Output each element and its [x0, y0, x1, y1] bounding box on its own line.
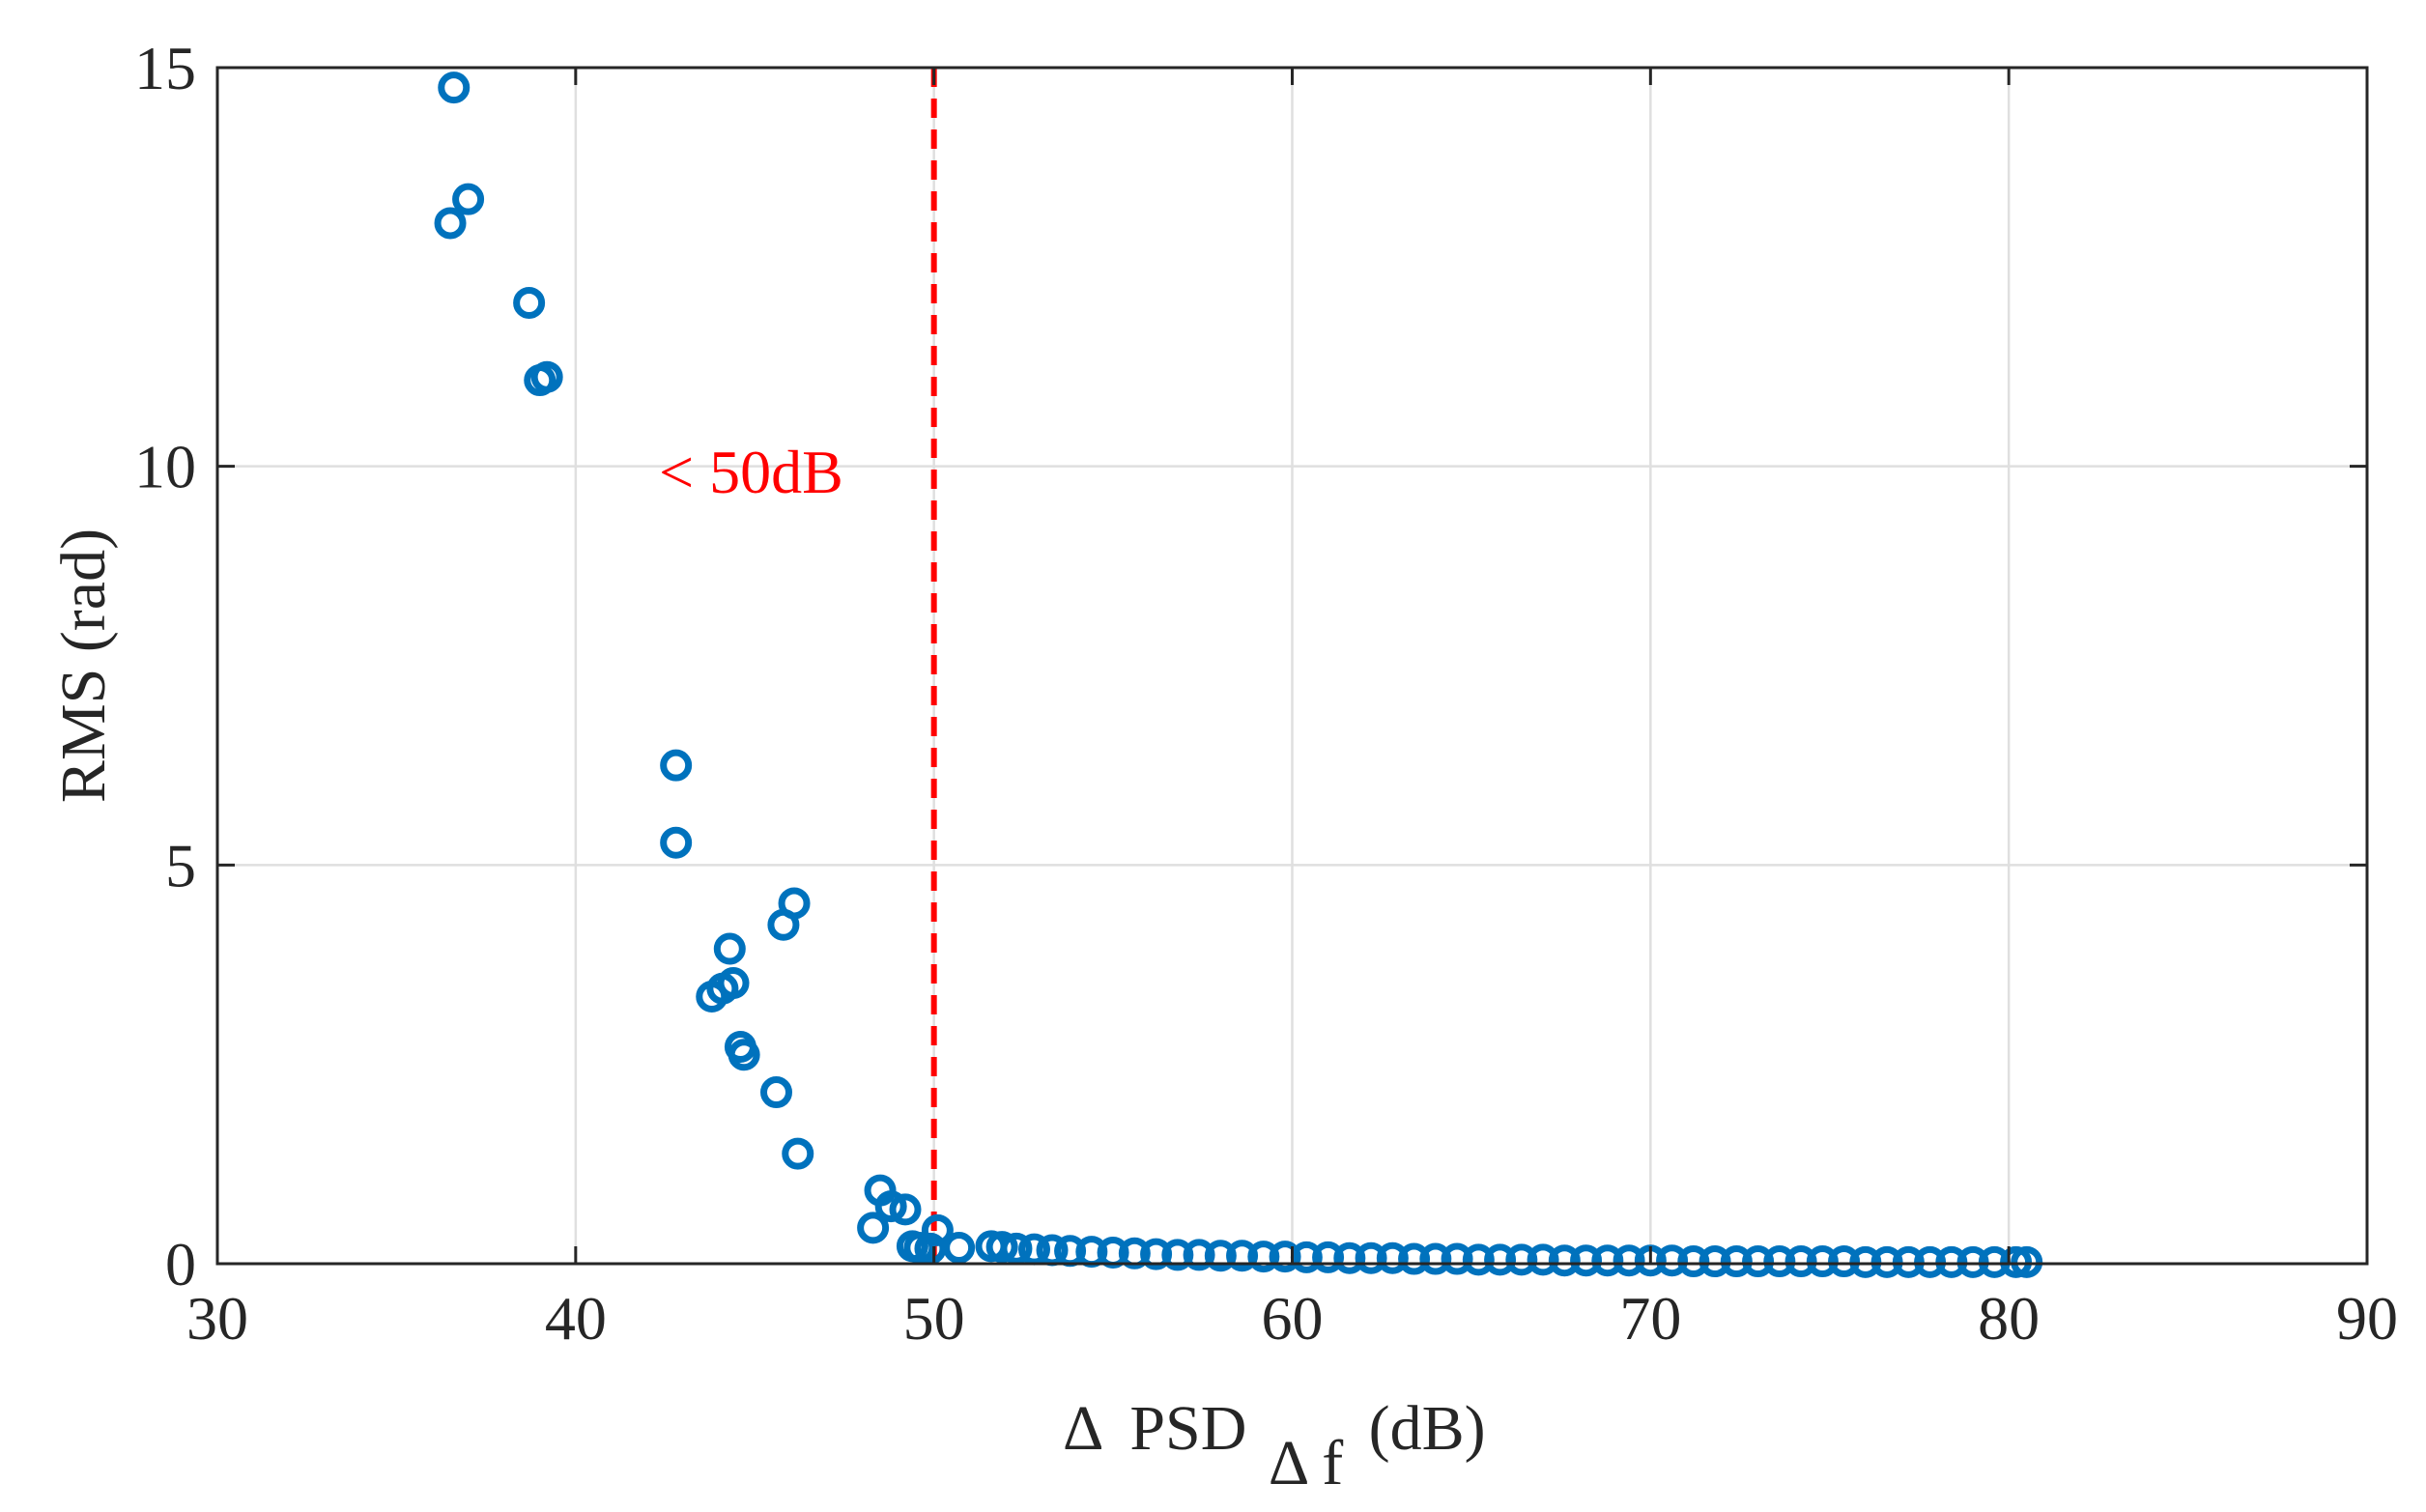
- data-point: [760, 1076, 792, 1109]
- x-tick-label: 40: [545, 1284, 607, 1353]
- threshold-annotation: < 50dB: [659, 438, 843, 506]
- data-point: [438, 71, 471, 104]
- y-tick-label: 5: [165, 831, 196, 899]
- y-tick-label: 10: [134, 433, 196, 501]
- x-tick-label: 90: [2336, 1284, 2398, 1353]
- data-point: [2000, 1245, 2033, 1278]
- data-point: [1784, 1245, 1817, 1278]
- data-points: [434, 71, 2043, 1278]
- data-point: [1956, 1245, 1989, 1278]
- data-point: [767, 908, 800, 941]
- tick-labels: 30 40 50 60 70 80 90 0 5 10 15: [134, 34, 2398, 1353]
- data-point: [1018, 1233, 1050, 1266]
- data-point: [660, 826, 693, 859]
- x-axis-label-delta: Δ: [1063, 1393, 1101, 1464]
- x-axis-label-unit: (dB): [1369, 1393, 1486, 1464]
- y-axis-label: RMS (rad): [48, 528, 119, 803]
- data-point: [1698, 1245, 1731, 1278]
- data-point: [1613, 1244, 1645, 1277]
- data-point: [1161, 1239, 1194, 1271]
- data-point: [874, 1190, 907, 1223]
- y-tick-label: 15: [134, 34, 196, 102]
- data-point: [782, 1137, 814, 1170]
- x-axis-label-main: PSD: [1129, 1393, 1246, 1464]
- data-point: [1204, 1240, 1237, 1272]
- data-point: [1000, 1232, 1033, 1265]
- data-point: [1140, 1238, 1173, 1270]
- x-axis-label: Δ PSD Δ f (dB): [1063, 1393, 1486, 1498]
- x-tick-label: 30: [186, 1284, 248, 1353]
- x-tick-label: 50: [903, 1284, 965, 1353]
- data-point: [1183, 1239, 1215, 1271]
- data-point: [1935, 1245, 1968, 1278]
- data-point: [1269, 1241, 1301, 1273]
- data-point: [513, 286, 546, 319]
- y-tick-label: 0: [165, 1230, 196, 1298]
- data-point: [1355, 1241, 1387, 1274]
- data-point: [696, 981, 728, 1013]
- x-tick-label: 80: [1978, 1284, 2040, 1353]
- data-point: [1398, 1242, 1431, 1275]
- data-point: [889, 1193, 922, 1226]
- data-point: [713, 932, 746, 965]
- data-point: [1870, 1245, 1903, 1278]
- data-point: [1419, 1242, 1452, 1275]
- data-point: [1505, 1243, 1538, 1276]
- data-point: [1806, 1245, 1839, 1278]
- data-point: [1656, 1244, 1689, 1277]
- data-point: [1742, 1245, 1775, 1278]
- data-point: [1247, 1241, 1280, 1273]
- data-point: [1570, 1244, 1603, 1277]
- data-point: [1462, 1243, 1495, 1276]
- data-point: [1720, 1245, 1753, 1278]
- x-tick-label: 60: [1262, 1284, 1324, 1353]
- data-point: [1376, 1241, 1409, 1274]
- x-tick-label: 70: [1619, 1284, 1681, 1353]
- data-point: [1441, 1242, 1473, 1275]
- data-point: [1978, 1245, 2011, 1278]
- data-point: [530, 360, 563, 393]
- data-point: [1591, 1244, 1624, 1277]
- data-point: [1849, 1245, 1882, 1278]
- data-point: [914, 1232, 947, 1265]
- axis-ticks: [215, 66, 2369, 1266]
- data-point: [1226, 1240, 1259, 1272]
- data-point: [1548, 1244, 1581, 1277]
- data-point: [1763, 1245, 1796, 1278]
- data-point: [1914, 1245, 1947, 1278]
- data-point: [1527, 1243, 1559, 1276]
- data-point: [452, 183, 485, 215]
- data-point: [728, 1039, 760, 1071]
- data-point: [1333, 1241, 1366, 1274]
- data-point: [1828, 1245, 1861, 1278]
- data-point: [434, 207, 467, 240]
- data-point: [660, 749, 693, 782]
- data-point: [1118, 1237, 1151, 1270]
- data-point: [1677, 1245, 1710, 1278]
- x-axis-label-subscript: Δ f: [1269, 1428, 1343, 1498]
- data-point: [985, 1231, 1018, 1264]
- data-point: [943, 1231, 976, 1264]
- data-point: [857, 1212, 890, 1244]
- data-point: [1484, 1243, 1517, 1276]
- data-point: [1892, 1245, 1925, 1278]
- data-point: [2011, 1245, 2043, 1278]
- data-point: [1290, 1241, 1323, 1273]
- data-point: [1312, 1241, 1345, 1273]
